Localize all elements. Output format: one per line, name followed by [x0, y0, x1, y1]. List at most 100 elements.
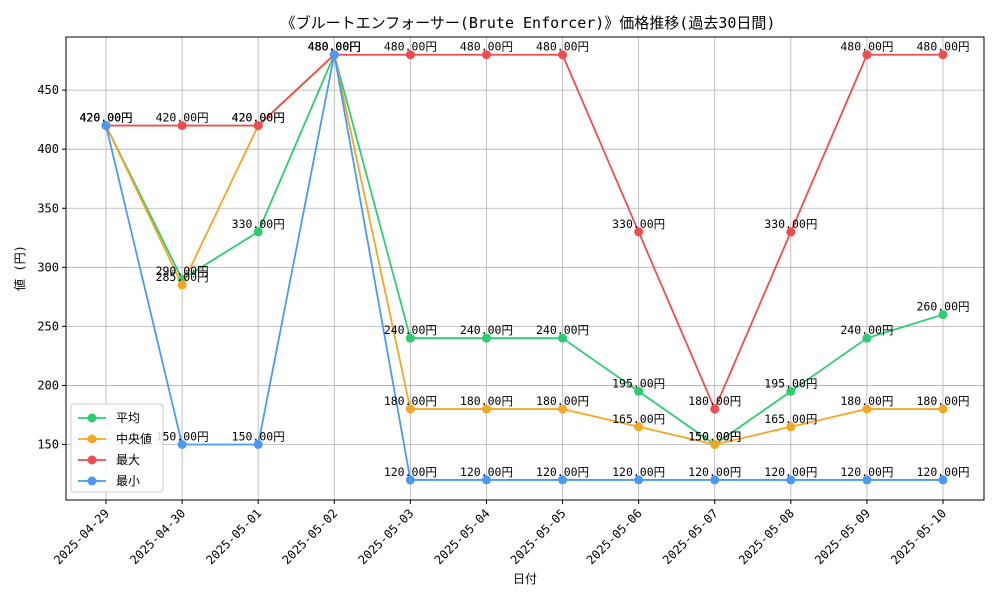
x-tick-label: 2025-05-01 — [203, 506, 264, 567]
x-tick-label: 2025-05-06 — [584, 506, 645, 567]
y-tick-label: 400 — [37, 142, 59, 156]
series-point — [710, 404, 720, 414]
y-tick-label: 450 — [37, 83, 59, 97]
data-label: 420.00円 — [156, 111, 209, 125]
series-point — [558, 475, 568, 485]
data-label: 480.00円 — [536, 40, 589, 54]
x-tick-label: 2025-04-30 — [127, 506, 188, 567]
data-label: 150.00円 — [156, 429, 209, 443]
legend-box — [70, 403, 164, 493]
series-point — [253, 439, 263, 449]
data-label: 195.00円 — [764, 376, 817, 390]
data-label: 120.00円 — [688, 465, 741, 479]
data-label: 120.00円 — [840, 465, 893, 479]
data-label: 420.00円 — [79, 111, 132, 125]
x-tick-label: 2025-05-05 — [508, 506, 569, 567]
data-label: 420.00円 — [232, 111, 285, 125]
data-label: 330.00円 — [612, 217, 665, 231]
series-point — [405, 50, 415, 60]
legend-label: 平均 — [116, 411, 140, 425]
legend-marker — [87, 455, 97, 465]
x-axis-label: 日付 — [513, 572, 537, 586]
data-label: 290.00円 — [156, 264, 209, 278]
x-tick-label: 2025-05-10 — [888, 506, 949, 567]
legend-label: 最大 — [116, 453, 140, 467]
series-point — [634, 227, 644, 237]
x-tick-label: 2025-05-08 — [736, 506, 797, 567]
y-tick-label: 250 — [37, 319, 59, 333]
series-line-3 — [105, 53, 943, 481]
series-point — [177, 280, 187, 290]
data-label: 480.00円 — [308, 40, 361, 54]
data-label: 480.00円 — [308, 40, 361, 54]
x-tick-label: 2025-04-29 — [51, 506, 112, 567]
series-point — [558, 404, 568, 414]
series-point — [786, 475, 796, 485]
data-label: 240.00円 — [840, 323, 893, 337]
series-point — [938, 404, 948, 414]
series-point — [710, 475, 720, 485]
data-label: 180.00円 — [536, 394, 589, 408]
series-point — [938, 50, 948, 60]
series-point — [938, 310, 948, 320]
data-label: 240.00円 — [536, 323, 589, 337]
series-point — [710, 439, 720, 449]
data-label: 480.00円 — [308, 40, 361, 54]
series-point — [481, 50, 491, 60]
series-point — [101, 121, 111, 131]
data-label: 480.00円 — [384, 40, 437, 54]
series-lines — [101, 50, 948, 485]
x-tick-label: 2025-05-03 — [355, 506, 416, 567]
data-label: 180.00円 — [384, 394, 437, 408]
series-point — [862, 404, 872, 414]
data-label: 420.00円 — [79, 111, 132, 125]
data-label: 180.00円 — [688, 394, 741, 408]
data-label: 165.00円 — [764, 412, 817, 426]
series-point — [253, 227, 263, 237]
legend-label: 最小 — [116, 474, 140, 488]
data-label: 120.00円 — [916, 465, 969, 479]
chart-title: 《ブルートエンフォーサー(Brute Enforcer)》価格推移(過去30日間… — [281, 14, 776, 32]
x-tick-label: 2025-05-04 — [432, 506, 493, 567]
data-label: 120.00円 — [536, 465, 589, 479]
data-label: 480.00円 — [916, 40, 969, 54]
legend-marker — [87, 476, 97, 486]
series-point — [634, 475, 644, 485]
series-point — [862, 475, 872, 485]
data-label: 150.00円 — [688, 429, 741, 443]
y-axis-ticks: 150 200 250 300 350 400 450 — [37, 83, 66, 451]
data-label: 480.00円 — [308, 40, 361, 54]
series-point — [558, 333, 568, 343]
y-tick-label: 150 — [37, 437, 59, 451]
series-point — [481, 404, 491, 414]
data-label: 480.00円 — [840, 40, 893, 54]
series-point — [786, 422, 796, 432]
data-label: 180.00円 — [916, 394, 969, 408]
data-label: 165.00円 — [612, 412, 665, 426]
series-line-2 — [106, 53, 943, 410]
data-label: 260.00円 — [916, 300, 969, 314]
data-label: 120.00円 — [460, 465, 513, 479]
series-point — [253, 121, 263, 131]
series-point — [405, 475, 415, 485]
x-tick-label: 2025-05-09 — [812, 506, 873, 567]
y-axis-label: 値 (円) — [12, 245, 27, 291]
series-point — [177, 121, 187, 131]
series-point — [405, 333, 415, 343]
data-labels: 420.00円 290.00円 330.00円 480.00円 240.00円 240.0… — [79, 40, 969, 479]
series-line-1 — [105, 53, 943, 446]
data-label: 180.00円 — [460, 394, 513, 408]
data-label: 240.00円 — [460, 323, 513, 337]
data-label: 120.00円 — [384, 465, 437, 479]
series-point — [481, 333, 491, 343]
y-tick-label: 350 — [37, 201, 59, 215]
data-label: 420.00円 — [232, 111, 285, 125]
series-point — [862, 50, 872, 60]
data-label: 120.00円 — [612, 465, 665, 479]
series-point — [938, 475, 948, 485]
data-label: 330.00円 — [764, 217, 817, 231]
series-point — [405, 404, 415, 414]
data-label: 330.00円 — [232, 217, 285, 231]
